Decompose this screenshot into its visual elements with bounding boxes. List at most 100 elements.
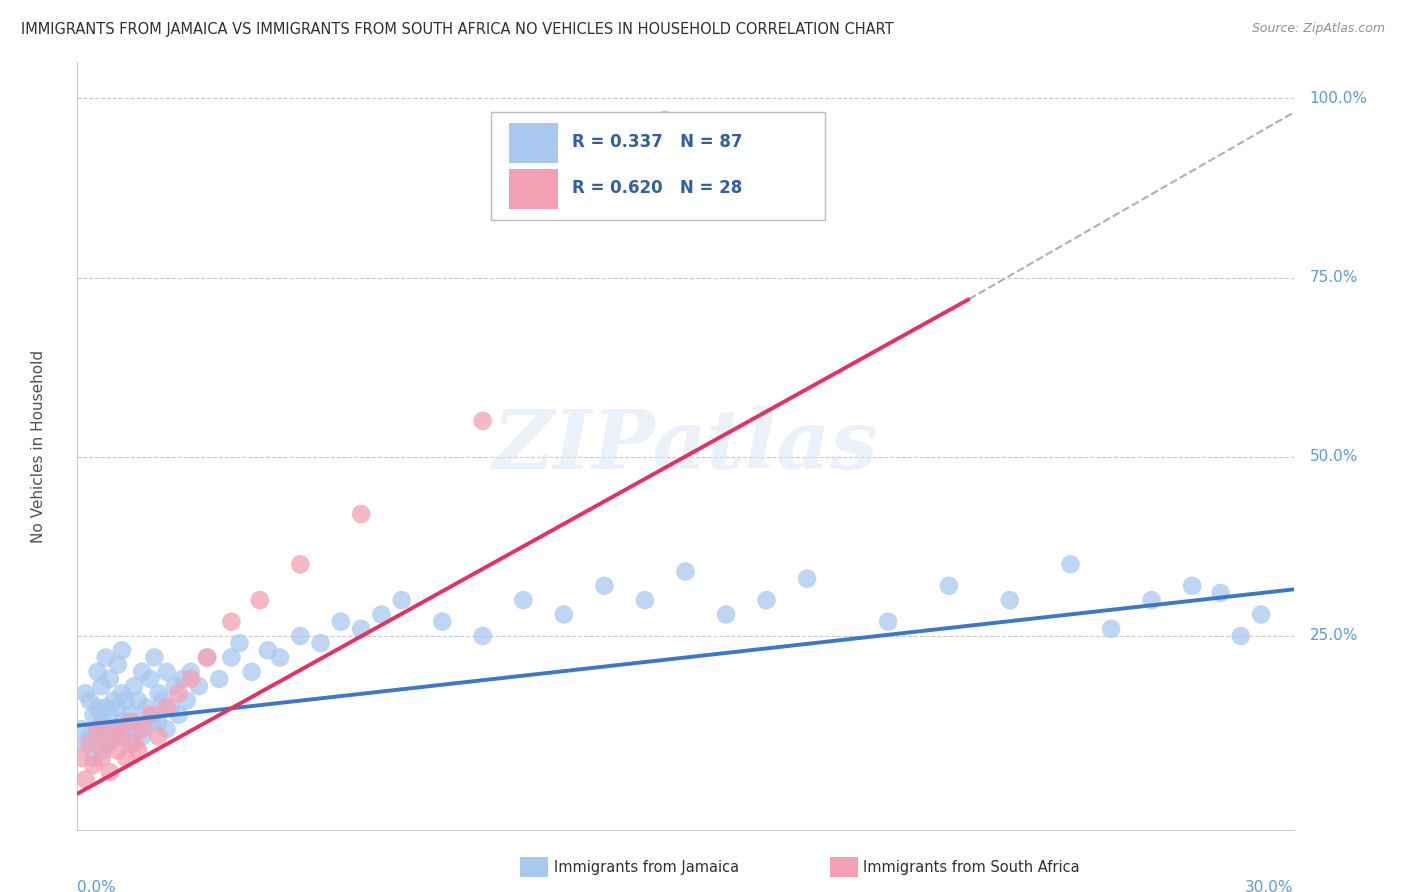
Text: 100.0%: 100.0% [1310, 91, 1368, 106]
Point [94, 700, 117, 714]
Point [221, 650, 243, 665]
Point [107, 744, 129, 758]
Point [188, 679, 211, 693]
Point [86, 665, 108, 679]
Point [98, 672, 121, 686]
Point [122, 679, 145, 693]
Point [131, 722, 153, 736]
Point [148, 714, 170, 729]
Point [329, 615, 352, 629]
Point [152, 693, 174, 707]
FancyBboxPatch shape [509, 123, 558, 163]
Point [98, 707, 121, 722]
Point [180, 665, 202, 679]
Point [755, 593, 778, 607]
Point [350, 622, 373, 636]
Point [221, 615, 243, 629]
Point [430, 615, 453, 629]
Point [155, 700, 177, 714]
Point [111, 643, 134, 657]
Point [90, 679, 112, 693]
Point [79, 730, 101, 744]
Point [1209, 586, 1232, 600]
Point [998, 593, 1021, 607]
Point [131, 665, 153, 679]
Point [83, 758, 105, 772]
Point [228, 636, 250, 650]
Point [70, 751, 93, 765]
Text: No Vehicles in Household: No Vehicles in Household [31, 350, 46, 542]
Point [249, 593, 271, 607]
Point [139, 714, 162, 729]
Point [269, 650, 291, 665]
Point [593, 579, 616, 593]
Point [675, 565, 697, 579]
Point [111, 730, 134, 744]
Point [94, 730, 117, 744]
Point [1181, 579, 1204, 593]
Point [127, 744, 149, 758]
Point [180, 672, 202, 686]
Point [471, 629, 494, 643]
Point [118, 707, 141, 722]
Point [163, 679, 186, 693]
Point [111, 714, 134, 729]
Point [79, 693, 101, 707]
Point [167, 707, 190, 722]
Point [90, 714, 112, 729]
Point [290, 558, 312, 572]
Point [86, 722, 108, 736]
Point [103, 693, 125, 707]
Point [111, 686, 134, 700]
Point [115, 693, 138, 707]
Point [107, 700, 129, 714]
Text: 75.0%: 75.0% [1310, 270, 1358, 285]
Point [107, 657, 129, 672]
Point [107, 730, 129, 744]
Point [118, 737, 141, 751]
Point [90, 744, 112, 758]
Point [131, 730, 153, 744]
Text: 30.0%: 30.0% [1246, 880, 1294, 892]
Point [1059, 558, 1081, 572]
Point [83, 751, 105, 765]
Point [143, 707, 166, 722]
FancyBboxPatch shape [509, 169, 558, 209]
Point [257, 643, 280, 657]
Point [1230, 629, 1253, 643]
Point [172, 672, 194, 686]
Point [714, 607, 737, 622]
Point [512, 593, 534, 607]
Point [115, 722, 138, 736]
Point [148, 730, 170, 744]
Point [79, 737, 101, 751]
Point [127, 722, 149, 736]
Point [155, 722, 177, 736]
Text: Immigrants from Jamaica: Immigrants from Jamaica [554, 861, 740, 875]
Point [122, 714, 145, 729]
Point [75, 686, 97, 700]
Text: IMMIGRANTS FROM JAMAICA VS IMMIGRANTS FROM SOUTH AFRICA NO VEHICLES IN HOUSEHOLD: IMMIGRANTS FROM JAMAICA VS IMMIGRANTS FR… [21, 22, 894, 37]
Point [796, 572, 818, 586]
Point [115, 751, 138, 765]
FancyBboxPatch shape [491, 112, 825, 219]
Point [159, 700, 181, 714]
Point [290, 629, 312, 643]
Point [103, 722, 125, 736]
Text: 25.0%: 25.0% [1310, 629, 1358, 643]
Point [143, 650, 166, 665]
Text: 0.0%: 0.0% [77, 880, 117, 892]
Text: Immigrants from South Africa: Immigrants from South Africa [863, 861, 1080, 875]
Point [350, 507, 373, 521]
Point [75, 737, 97, 751]
Point [127, 693, 149, 707]
Point [1140, 593, 1163, 607]
Point [98, 765, 121, 780]
Point [103, 722, 125, 736]
Point [94, 737, 117, 751]
Text: Source: ZipAtlas.com: Source: ZipAtlas.com [1251, 22, 1385, 36]
Point [139, 707, 162, 722]
Point [877, 615, 900, 629]
Point [122, 737, 145, 751]
Point [240, 665, 263, 679]
